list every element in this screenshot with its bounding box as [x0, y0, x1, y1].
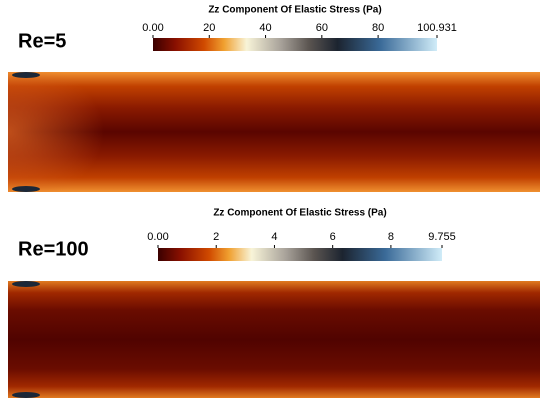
tick-label: 0.00	[142, 22, 163, 34]
corner-spot	[12, 392, 40, 398]
tick-label: 80	[372, 22, 384, 34]
corner-spot	[12, 72, 40, 78]
tick-label: 0.00	[147, 231, 168, 243]
colorbar-title: Zz Component Of Elastic Stress (Pa)	[213, 208, 386, 219]
tick-label: 60	[316, 22, 328, 34]
colorbar	[153, 38, 437, 51]
panel-label: Re=5	[18, 30, 66, 52]
corner-spot	[12, 186, 40, 192]
panel-re100: Re=100 Zz Component Of Elastic Stress (P…	[8, 208, 540, 398]
tick-label: 6	[330, 231, 336, 243]
colorbar	[158, 248, 442, 261]
tick-label: 20	[203, 22, 215, 34]
colorbar-title: Zz Component Of Elastic Stress (Pa)	[208, 5, 381, 16]
tick-label: 8	[388, 231, 394, 243]
field-inlet	[8, 72, 168, 192]
tick-label: 2	[213, 231, 219, 243]
tick-label: 4	[271, 231, 277, 243]
field	[8, 281, 540, 398]
corner-spot	[12, 281, 40, 287]
panel-re5: Re=5 Zz Component Of Elastic Stress (Pa)	[8, 5, 540, 192]
panel-label: Re=100	[18, 238, 89, 260]
tick-label: 40	[259, 22, 271, 34]
tick-label: 100.931	[417, 22, 457, 34]
tick-label: 9.755	[428, 231, 456, 243]
